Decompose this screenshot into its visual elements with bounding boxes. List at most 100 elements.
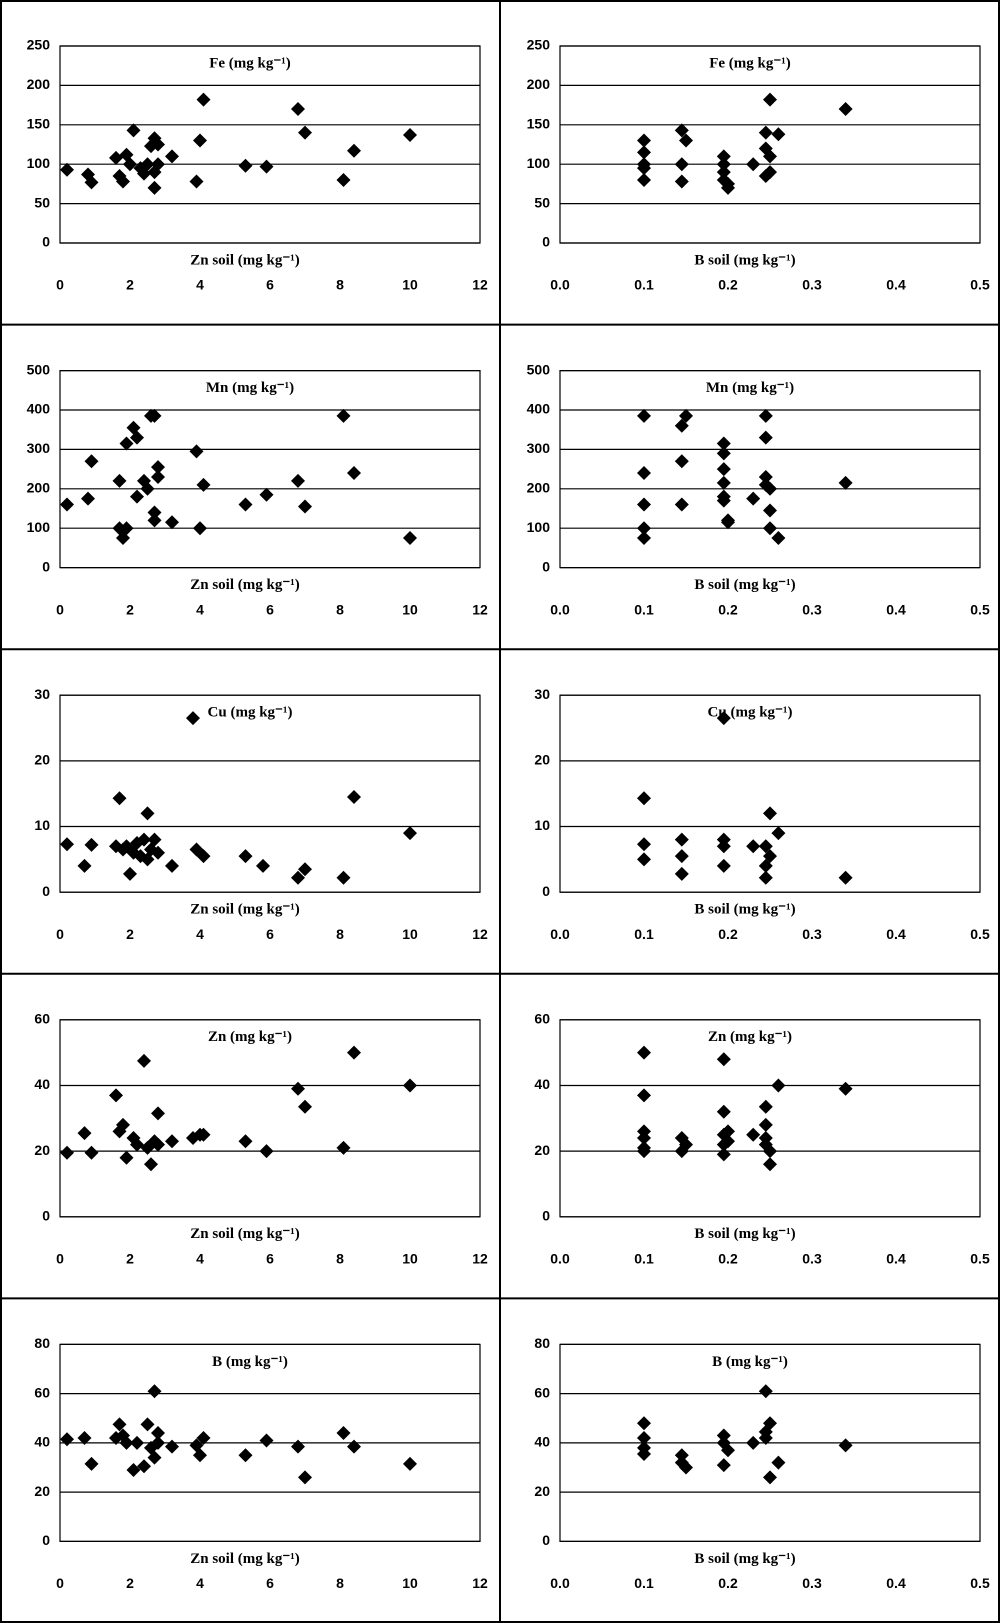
x-tick-label: 8 (336, 601, 344, 617)
chart-title: Mn (mg kg⁻¹) (706, 380, 794, 396)
x-tick-label: 0 (56, 926, 64, 942)
point (126, 123, 141, 138)
x-tick-label: 0.3 (802, 1251, 822, 1267)
x-axis-label: Zn soil (mg kg⁻¹) (190, 577, 300, 593)
y-tick-label: 30 (34, 686, 50, 702)
point (196, 1127, 211, 1142)
point (771, 826, 786, 841)
point (403, 826, 417, 841)
point (193, 1448, 207, 1463)
x-axis-label: B soil (mg kg⁻¹) (694, 902, 795, 918)
chart-title: Fe (mg kg⁻¹) (709, 55, 791, 71)
y-tick-label: 0 (42, 558, 50, 574)
y-tick-label: 0 (542, 883, 550, 899)
y-tick-label: 20 (34, 1142, 50, 1158)
point (679, 1460, 693, 1475)
point (109, 150, 123, 165)
point (189, 174, 204, 189)
x-tick-label: 6 (266, 1251, 274, 1267)
y-tick-label: 0 (42, 234, 50, 250)
point (291, 473, 305, 488)
point (298, 1470, 312, 1485)
point (347, 143, 361, 158)
point (674, 454, 689, 469)
x-tick-label: 0.3 (802, 601, 822, 617)
x-tick-label: 4 (196, 277, 204, 293)
y-tick-label: 500 (527, 361, 551, 377)
point (259, 1144, 274, 1159)
point (238, 1134, 253, 1149)
y-tick-label: 0 (42, 1208, 50, 1224)
y-tick-label: 150 (27, 116, 51, 132)
point (291, 1081, 305, 1096)
point (763, 165, 777, 180)
point (119, 436, 134, 451)
chart-title: B (mg kg⁻¹) (712, 1354, 788, 1370)
point (838, 102, 853, 117)
point (716, 157, 731, 172)
point (130, 430, 144, 445)
point (721, 1134, 735, 1149)
point (151, 1426, 165, 1441)
point (758, 125, 773, 140)
point (84, 1456, 99, 1471)
x-tick-label: 0.1 (634, 601, 654, 617)
point (746, 491, 761, 506)
x-tick-label: 0.0 (550, 1575, 570, 1591)
y-tick-label: 20 (534, 1483, 550, 1499)
point (196, 1430, 211, 1445)
plot-area (59, 45, 481, 244)
x-tick-label: 0.0 (550, 601, 570, 617)
x-tick-label: 0 (56, 1575, 64, 1591)
x-tick-label: 6 (266, 277, 274, 293)
x-axis-label: B soil (mg kg⁻¹) (694, 252, 795, 268)
point (721, 513, 735, 528)
y-tick-label: 100 (27, 519, 51, 535)
point (637, 172, 651, 187)
x-tick-label: 8 (336, 1251, 344, 1267)
point (771, 127, 786, 142)
point (347, 1045, 361, 1060)
x-axis-label: Zn soil (mg kg⁻¹) (190, 902, 300, 918)
point (119, 1150, 134, 1165)
point (679, 408, 693, 423)
plot-area (559, 45, 981, 244)
point (347, 1439, 361, 1454)
point (60, 837, 74, 852)
x-tick-label: 0 (56, 601, 64, 617)
point (112, 1417, 127, 1432)
point (336, 1426, 351, 1441)
point (336, 408, 351, 423)
x-tick-label: 0.3 (802, 1575, 822, 1591)
point (336, 870, 351, 885)
point (126, 1462, 141, 1477)
x-axis-label: Zn soil (mg kg⁻¹) (190, 1226, 300, 1242)
point (165, 1439, 179, 1454)
point (259, 159, 274, 174)
x-tick-label: 0.1 (634, 1575, 654, 1591)
point (637, 1416, 651, 1431)
point (336, 172, 351, 187)
point (716, 165, 731, 180)
point (674, 866, 689, 881)
point (679, 133, 693, 148)
x-tick-label: 10 (402, 277, 418, 293)
point (403, 1078, 417, 1093)
point (123, 866, 137, 881)
x-tick-label: 6 (266, 1575, 274, 1591)
point (347, 789, 361, 804)
point (838, 870, 853, 885)
point (637, 521, 651, 536)
point (140, 1417, 155, 1432)
plot-area (559, 370, 981, 569)
y-tick-label: 30 (534, 686, 550, 702)
x-tick-label: 4 (196, 926, 204, 942)
point (637, 1045, 651, 1060)
point (298, 862, 312, 877)
point (637, 1088, 651, 1103)
point (238, 1448, 253, 1463)
point (112, 473, 127, 488)
y-tick-label: 200 (527, 480, 551, 496)
point (716, 858, 731, 873)
point (763, 806, 777, 821)
